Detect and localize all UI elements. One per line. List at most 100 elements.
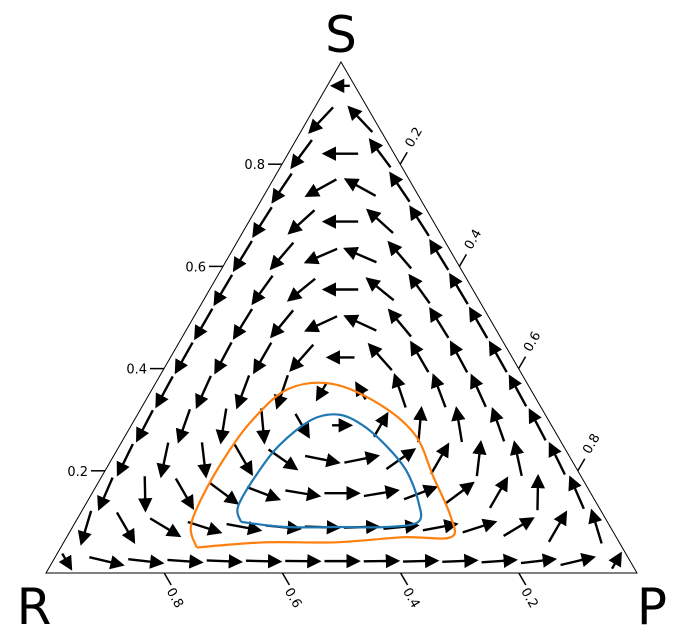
field-arrow-6 [449, 272, 469, 305]
field-arrow-114 [97, 477, 114, 512]
trajectory-0 [236, 413, 423, 529]
field-arrow-108 [187, 520, 223, 536]
field-arrow-99 [155, 375, 174, 409]
field-arrow-30 [304, 178, 337, 197]
field-arrow-102 [209, 482, 240, 505]
field-arrow-52 [462, 518, 498, 534]
left-axis-tick-label-1: 0.4 [126, 363, 147, 378]
field-arrow-107 [174, 477, 195, 510]
field-arrow-62 [403, 484, 439, 501]
bottom-axis-tick-1 [281, 572, 291, 586]
field-arrow-65 [232, 240, 253, 273]
field-arrow-14 [608, 551, 622, 570]
field-arrow-106 [156, 442, 171, 479]
field-arrow-46 [343, 314, 377, 332]
right-axis-tick-label-1: 0.4 [462, 227, 485, 252]
corner-label-right: P [637, 578, 667, 632]
field-arrow-40 [502, 517, 535, 537]
ticks-group: 0.2 0.4 0.6 0.8 0.2 0.4 0.6 0.8 0.8 0.6 0.4 0.2 [67, 125, 603, 611]
field-arrow-64 [442, 553, 479, 569]
field-arrow-94 [215, 408, 230, 445]
field-arrow-76 [232, 308, 254, 340]
field-arrow-26 [530, 473, 546, 511]
field-arrow-77 [253, 342, 273, 375]
field-arrow-119 [58, 552, 73, 571]
field-arrow-103 [226, 520, 263, 536]
ternary-triangle-frame [45, 61, 638, 574]
field-arrow-95 [233, 443, 253, 477]
field-arrow-1 [347, 105, 374, 133]
right-axis-tick-1 [458, 254, 468, 267]
field-arrow-55 [269, 241, 295, 271]
bottom-axis-tick-label-3: 0.2 [517, 586, 540, 611]
field-arrow-50 [430, 442, 450, 475]
bottom-axis-tick-0 [163, 572, 172, 586]
field-arrow-32 [343, 246, 377, 264]
field-arrow-53 [481, 553, 518, 568]
field-arrow-23 [470, 373, 487, 408]
corner-label-left: R [17, 578, 52, 632]
field-arrow-59 [355, 381, 369, 400]
field-arrow-24 [489, 407, 506, 442]
field-arrow-39 [488, 476, 509, 509]
field-arrow-100 [175, 408, 192, 444]
field-arrow-67 [270, 309, 295, 339]
field-arrow-9 [508, 374, 528, 407]
field-arrow-18 [366, 208, 394, 234]
field-arrow-3 [389, 171, 411, 203]
field-arrow-49 [413, 405, 428, 443]
bottom-axis-tick-label-1: 0.6 [281, 586, 304, 611]
field-arrow-34 [387, 308, 412, 338]
field-arrow-66 [251, 274, 274, 306]
bottom-axis-tick-3 [518, 572, 527, 586]
field-arrow-61 [385, 448, 417, 471]
field-arrow-42 [271, 172, 293, 204]
field-arrow-54 [252, 206, 273, 238]
field-arrow-104 [245, 554, 283, 569]
field-arrow-27 [547, 510, 568, 543]
right-axis-tick-0 [399, 151, 408, 165]
field-arrow-118 [89, 555, 125, 570]
field-arrow-5 [429, 239, 450, 271]
field-arrow-89 [285, 486, 322, 502]
field-arrow-85 [214, 341, 233, 375]
field-arrow-68 [289, 343, 315, 372]
field-arrow-35 [410, 340, 430, 373]
field-arrow-51 [444, 481, 475, 505]
field-arrow-112 [149, 517, 182, 538]
field-arrow-93 [195, 375, 212, 410]
field-arrow-115 [115, 511, 136, 544]
field-arrow-28 [560, 552, 596, 567]
field-arrow-84 [194, 308, 214, 341]
left-axis-tick-label-0: 0.2 [67, 465, 88, 480]
field-arrow-21 [429, 306, 450, 339]
left-axis-tick-label-2: 0.6 [185, 260, 206, 275]
right-axis-tick-label-0: 0.2 [403, 125, 426, 150]
field-arrow-48 [391, 372, 407, 408]
field-arrow-75 [213, 274, 234, 307]
field-arrow-92 [174, 341, 194, 375]
field-arrow-22 [449, 340, 469, 373]
right-axis-tick-label-3: 0.8 [580, 431, 603, 456]
field-arrow-38 [472, 439, 487, 477]
field-arrow-17 [343, 178, 377, 197]
corner-label-top: S [325, 6, 357, 64]
field-arrow-60 [372, 411, 389, 438]
field-arrow-13 [588, 508, 603, 544]
bottom-axis-tick-label-2: 0.4 [399, 586, 422, 611]
field-arrow-19 [387, 240, 413, 270]
field-arrow-117 [77, 510, 93, 546]
field-arrow-69 [315, 382, 330, 402]
field-arrow-63 [422, 519, 459, 534]
field-arrow-33 [365, 277, 395, 302]
field-arrow-72 [363, 485, 400, 500]
right-axis-tick-label-2: 0.6 [521, 329, 544, 354]
field-arrow-29 [290, 139, 313, 170]
field-arrow-10 [528, 408, 547, 441]
field-arrow-101 [197, 442, 212, 479]
field-arrow-20 [408, 273, 431, 304]
field-arrow-44 [303, 247, 338, 265]
field-arrow-4 [409, 205, 430, 237]
